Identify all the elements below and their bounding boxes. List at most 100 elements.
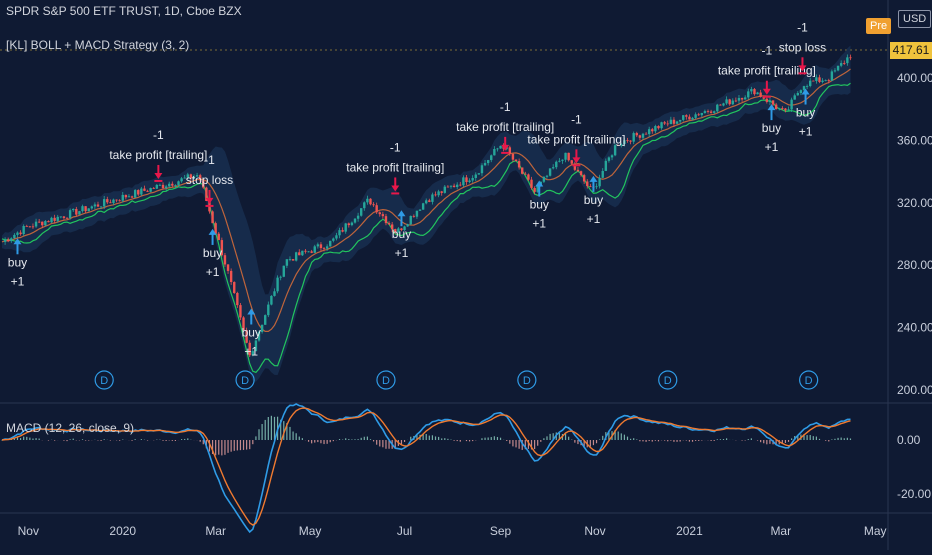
macd-histogram-bar — [447, 439, 448, 440]
macd-legend[interactable]: MACD (12, 26, close, 9) — [6, 421, 134, 435]
macd-histogram-bar — [441, 438, 442, 440]
macd-histogram-bar — [847, 438, 848, 440]
macd-histogram-bar — [175, 440, 176, 441]
price-tick-label: 320.00 — [897, 196, 932, 210]
macd-histogram-bar — [543, 438, 544, 440]
currency-button[interactable]: USD — [898, 10, 931, 28]
macd-histogram-bar — [70, 439, 71, 440]
macd-histogram-bar — [39, 439, 40, 440]
macd-histogram-bar — [379, 440, 380, 446]
candle-body — [642, 134, 644, 138]
candle-body — [109, 202, 111, 203]
candle-body — [797, 93, 799, 95]
candle-body — [267, 305, 269, 316]
candle-body — [422, 203, 424, 209]
macd-histogram-bar — [258, 429, 259, 440]
candle-body — [177, 181, 179, 185]
candle-body — [561, 160, 563, 161]
candle-body — [629, 141, 631, 142]
candle-body — [140, 189, 142, 195]
macd-histogram-bar — [645, 440, 646, 442]
candle-body — [131, 196, 133, 197]
macd-histogram-bar — [692, 440, 693, 442]
candle-body — [784, 109, 786, 111]
candle-body — [314, 246, 316, 252]
candle-body — [26, 226, 28, 227]
macd-histogram-bar — [404, 440, 405, 442]
macd-histogram-bar — [837, 438, 838, 440]
candle-body — [434, 194, 436, 195]
candle-body — [153, 188, 155, 189]
macd-histogram-bar — [292, 432, 293, 440]
candle-body — [530, 180, 532, 188]
macd-histogram-bar — [314, 440, 315, 443]
macd-histogram-bar — [147, 440, 148, 441]
candle-body — [413, 216, 415, 217]
macd-histogram-bar — [624, 435, 625, 440]
macd-histogram-bar — [296, 433, 297, 440]
candle-body — [552, 167, 554, 168]
candle-body — [304, 251, 306, 252]
macd-tick-label: -20.00 — [897, 487, 931, 501]
candle-body — [840, 63, 842, 66]
candle-body — [459, 185, 461, 186]
candle-body — [385, 216, 387, 223]
time-tick-label: Nov — [584, 524, 605, 538]
candle-body — [338, 230, 340, 235]
candle-body — [29, 226, 31, 227]
macd-histogram-bar — [810, 435, 811, 440]
symbol-title[interactable]: SPDR S&P 500 ETF TRUST, 1D, Cboe BZX — [6, 4, 242, 18]
candle-body — [406, 224, 408, 226]
macd-histogram-bar — [141, 439, 142, 440]
candle-body — [218, 234, 220, 240]
macd-histogram-bar — [271, 416, 272, 440]
candle-body — [298, 252, 300, 255]
candle-body — [180, 178, 182, 181]
candle-body — [586, 181, 588, 186]
strategy-legend[interactable]: [KL] BOLL + MACD Strategy (3, 2) — [6, 38, 189, 52]
macd-histogram-bar — [618, 432, 619, 440]
candle-body — [682, 115, 684, 120]
candle-body — [515, 160, 517, 161]
candle-body — [518, 161, 520, 167]
candle-body — [605, 161, 607, 171]
candle-body — [7, 239, 9, 241]
macd-histogram-bar — [166, 440, 167, 441]
macd-histogram-bar — [686, 440, 687, 441]
candle-body — [100, 206, 102, 207]
macd-histogram-bar — [48, 440, 49, 441]
sell-label: -1 — [153, 128, 164, 142]
buy-label: buy — [392, 227, 411, 241]
macd-histogram-bar — [540, 440, 541, 442]
macd-histogram-bar — [221, 440, 222, 455]
candle-body — [719, 105, 721, 106]
macd-histogram-bar — [35, 438, 36, 440]
candle-body — [66, 218, 68, 219]
candle-body — [512, 154, 514, 160]
macd-histogram-bar — [834, 439, 835, 440]
sell-label: -1 — [571, 112, 582, 126]
candle-body — [437, 191, 439, 195]
macd-histogram-bar — [255, 436, 256, 440]
macd-histogram-bar — [200, 440, 201, 442]
macd-histogram-bar — [262, 424, 263, 440]
candle-body — [602, 171, 604, 178]
candle-body — [301, 251, 303, 255]
candle-body — [843, 63, 845, 64]
candle-body — [821, 81, 823, 82]
macd-histogram-bar — [655, 440, 656, 441]
macd-histogram-bar — [410, 437, 411, 440]
buy-label: buy — [762, 121, 781, 135]
macd-histogram-bar — [218, 440, 219, 455]
macd-histogram-bar — [500, 438, 501, 440]
candle-body — [69, 210, 71, 218]
macd-histogram-bar — [100, 440, 101, 441]
buy-label: buy — [8, 255, 27, 269]
macd-histogram-bar — [308, 440, 309, 442]
sell-label: -1 — [204, 153, 215, 167]
macd-histogram-bar — [748, 439, 749, 440]
candle-body — [800, 90, 802, 93]
candle-body — [648, 129, 650, 134]
macd-histogram-bar — [82, 439, 83, 440]
time-tick-label: May — [299, 524, 322, 538]
